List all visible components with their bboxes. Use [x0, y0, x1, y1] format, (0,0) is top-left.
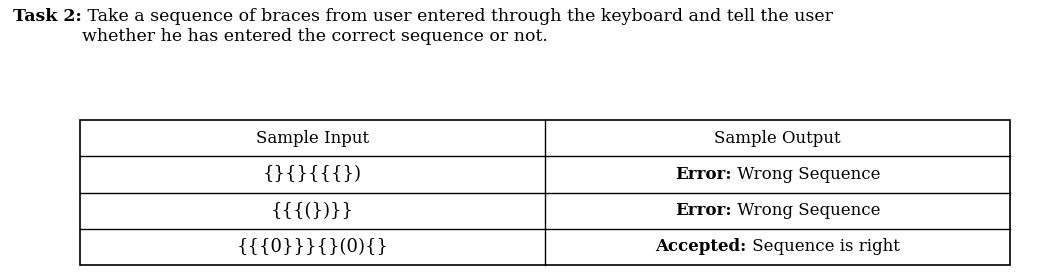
- Text: Sample Output: Sample Output: [714, 130, 841, 147]
- Text: Wrong Sequence: Wrong Sequence: [731, 166, 880, 183]
- Text: Accepted:: Accepted:: [656, 238, 746, 255]
- Text: {{{(})}}: {{{(})}}: [271, 202, 354, 220]
- Text: Sequence is right: Sequence is right: [746, 238, 899, 255]
- Text: Wrong Sequence: Wrong Sequence: [731, 202, 880, 219]
- Text: Task 2:: Task 2:: [13, 8, 82, 25]
- Text: Sample Input: Sample Input: [256, 130, 369, 147]
- Bar: [80, 120, 1010, 265]
- Text: {}{}{{{}): {}{}{{{}): [263, 165, 362, 183]
- Text: Take a sequence of braces from user entered through the keyboard and tell the us: Take a sequence of braces from user ente…: [82, 8, 832, 45]
- Text: {{{0}}}{}(0){}: {{{0}}}{}(0){}: [236, 238, 388, 256]
- Text: Error:: Error:: [675, 166, 731, 183]
- Text: Error:: Error:: [675, 202, 731, 219]
